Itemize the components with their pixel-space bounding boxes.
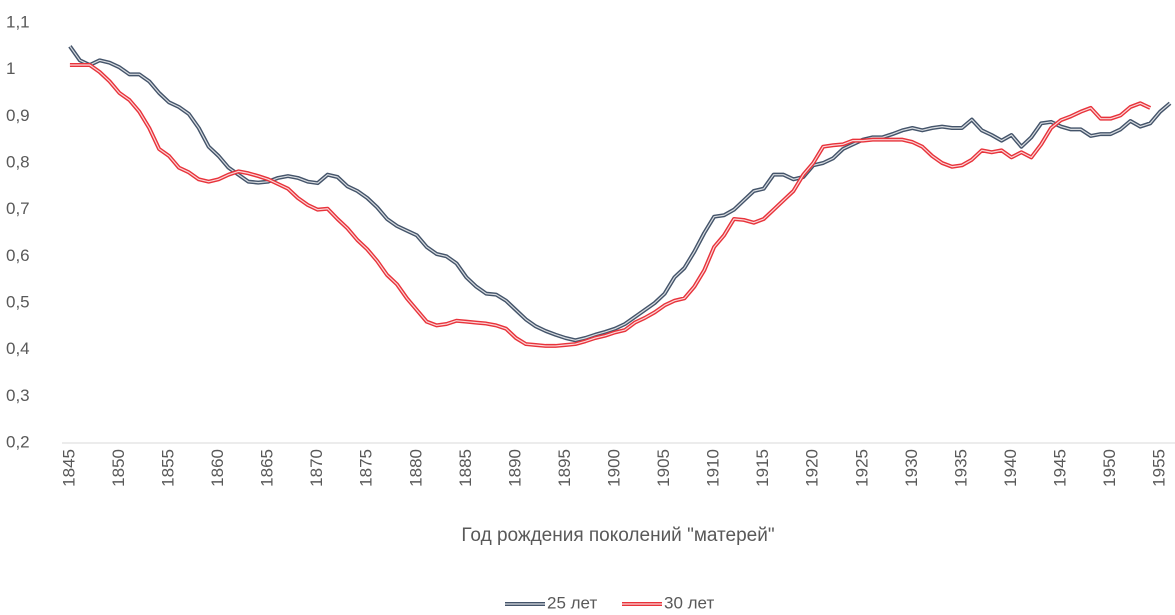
x-tick-label: 1945 <box>1051 449 1070 487</box>
x-tick-label: 1905 <box>654 449 673 487</box>
y-tick-label: 1,1 <box>6 12 30 31</box>
x-tick-label: 1935 <box>951 449 970 487</box>
x-tick-label: 1900 <box>605 449 624 487</box>
x-tick-label: 1855 <box>159 449 178 487</box>
x-tick-label: 1875 <box>357 449 376 487</box>
y-tick-label: 1 <box>6 59 15 78</box>
x-tick-label: 1925 <box>852 449 871 487</box>
y-tick-label: 0,9 <box>6 106 30 125</box>
y-tick-label: 0,4 <box>6 339 30 358</box>
x-tick-label: 1860 <box>208 449 227 487</box>
y-tick-label: 0,2 <box>6 432 30 451</box>
y-tick-label: 0,5 <box>6 292 30 311</box>
y-tick-label: 0,3 <box>6 386 30 405</box>
x-tick-label: 1845 <box>59 449 78 487</box>
y-tick-label: 0,7 <box>6 199 30 218</box>
x-tick-label: 1865 <box>258 449 277 487</box>
x-tick-label: 1955 <box>1150 449 1169 487</box>
x-tick-label: 1950 <box>1100 449 1119 487</box>
y-tick-label: 0,6 <box>6 246 30 265</box>
x-tick-label: 1850 <box>109 449 128 487</box>
x-tick-label: 1890 <box>505 449 524 487</box>
x-tick-label: 1885 <box>456 449 475 487</box>
series-line <box>68 45 1172 343</box>
x-tick-label: 1895 <box>555 449 574 487</box>
x-tick-label: 1880 <box>406 449 425 487</box>
x-axis-title: Год рождения поколений "матерей" <box>461 525 774 546</box>
x-tick-label: 1915 <box>753 449 772 487</box>
x-tick-label: 1870 <box>307 449 326 487</box>
x-tick-label: 1920 <box>803 449 822 487</box>
series-line-inner <box>69 45 1171 341</box>
legend-label: 30 лет <box>664 593 714 612</box>
x-tick-label: 1940 <box>1001 449 1020 487</box>
x-tick-label: 1910 <box>704 449 723 487</box>
series-line <box>69 63 1152 348</box>
y-tick-label: 0,8 <box>6 152 30 171</box>
x-tick-label: 1930 <box>902 449 921 487</box>
series-line-inner <box>69 64 1151 347</box>
legend-label: 25 лет <box>547 593 597 612</box>
